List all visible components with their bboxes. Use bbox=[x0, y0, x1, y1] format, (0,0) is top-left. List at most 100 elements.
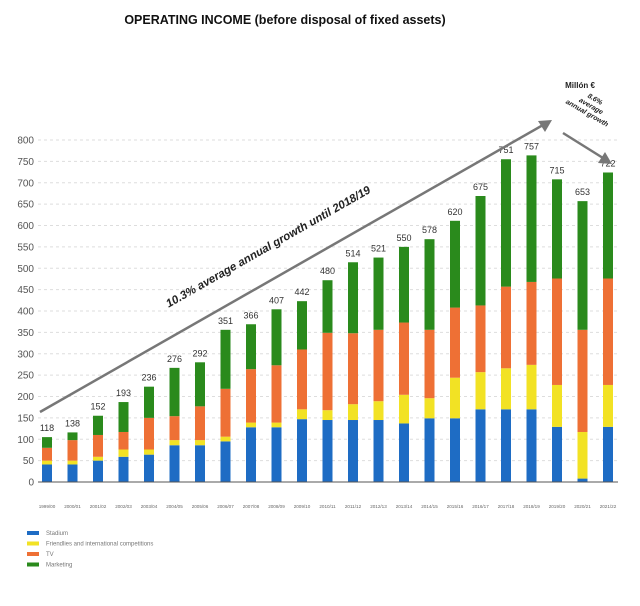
bar-segment-tv bbox=[501, 286, 511, 369]
legend: Stadium Friendlies and international comp… bbox=[27, 531, 153, 569]
bar-segment-stadium bbox=[67, 464, 78, 482]
x-tick-label: 2020/21 bbox=[574, 504, 591, 509]
total-label: 152 bbox=[90, 402, 105, 412]
total-label: 578 bbox=[422, 225, 437, 235]
total-label: 751 bbox=[498, 145, 513, 155]
bar-segment-marketing bbox=[603, 172, 613, 279]
y-tick-label: 50 bbox=[23, 456, 35, 467]
bar-segment-stadium bbox=[322, 420, 333, 482]
bar-segment-friendlies bbox=[577, 431, 588, 479]
y-tick-label: 250 bbox=[17, 371, 34, 382]
bar-segment-marketing bbox=[195, 362, 205, 407]
total-label: 514 bbox=[345, 248, 360, 258]
total-label: 351 bbox=[218, 316, 233, 326]
bar-segment-marketing bbox=[144, 386, 154, 418]
bar-segment-marketing bbox=[93, 415, 103, 435]
total-label: 366 bbox=[243, 310, 258, 320]
y-tick-label: 650 bbox=[17, 200, 34, 211]
bar-segment-tv bbox=[399, 322, 409, 395]
bar-segment-tv bbox=[246, 369, 256, 423]
y-tick-label: 200 bbox=[17, 392, 34, 403]
bar-segment-friendlies bbox=[322, 410, 333, 421]
bar-segment-marketing bbox=[475, 196, 486, 306]
x-tick-label: 2002/03 bbox=[115, 504, 132, 509]
bar-segment-tv bbox=[220, 388, 231, 437]
bar-segment-tv bbox=[195, 406, 205, 441]
total-label: 442 bbox=[294, 287, 309, 297]
bar-segment-marketing bbox=[424, 239, 435, 330]
y-tick-label: 150 bbox=[17, 413, 34, 424]
x-tick-label: 2001/02 bbox=[90, 504, 107, 509]
bar-segment-stadium bbox=[169, 445, 180, 482]
bar-segment-tv bbox=[373, 329, 384, 402]
bar-segment-friendlies bbox=[271, 422, 282, 428]
y-tick-label: 500 bbox=[17, 264, 34, 275]
bar-segment-friendlies bbox=[246, 422, 256, 428]
bar-segment-stadium bbox=[42, 464, 52, 482]
legend-swatch bbox=[27, 531, 39, 535]
x-tick-label: 2019/20 bbox=[549, 504, 566, 509]
bar-segment-tv bbox=[450, 307, 460, 378]
bar-segment-stadium bbox=[195, 445, 205, 482]
bar-segment-stadium bbox=[603, 426, 613, 482]
bar-segment-marketing bbox=[526, 155, 537, 282]
x-tick-label: 2009/10 bbox=[294, 504, 311, 509]
bar-segment-marketing bbox=[118, 402, 129, 432]
bar-segment-stadium bbox=[552, 426, 562, 482]
legend-swatch bbox=[27, 541, 39, 546]
y-tick-label: 600 bbox=[17, 221, 34, 232]
x-tick-label: 2011/12 bbox=[345, 504, 362, 509]
bar-segment-stadium bbox=[144, 454, 154, 482]
bar-segment-marketing bbox=[348, 262, 358, 334]
bar-segment-friendlies bbox=[93, 456, 103, 461]
bars: 118 138 152 193 236 276 292 351 366 407 442 480 514 5… bbox=[40, 141, 616, 482]
total-label: 236 bbox=[141, 373, 156, 383]
growth-arrow-down bbox=[562, 131, 612, 164]
bar-segment-stadium bbox=[501, 409, 511, 482]
bar-segment-friendlies bbox=[42, 460, 52, 465]
y-tick-label: 550 bbox=[17, 242, 34, 253]
y-tick-label: 300 bbox=[17, 349, 34, 360]
unit-label: Millón € bbox=[565, 81, 595, 90]
x-tick-label: 2021/22 bbox=[600, 504, 617, 509]
bar-segment-tv bbox=[603, 278, 613, 385]
total-label: 757 bbox=[524, 141, 539, 151]
bar-segment-tv bbox=[67, 440, 78, 461]
bar-segment-friendlies bbox=[169, 440, 180, 446]
total-label: 715 bbox=[549, 165, 564, 175]
bar-segment-marketing bbox=[577, 201, 588, 330]
bar-segment-friendlies bbox=[501, 368, 511, 410]
bar-segment-tv bbox=[577, 329, 588, 432]
legend-swatch bbox=[27, 562, 39, 567]
bar-segment-stadium bbox=[373, 420, 384, 482]
bar-segment-friendlies bbox=[552, 384, 562, 427]
bar-segment-friendlies bbox=[118, 449, 129, 457]
legend-swatch bbox=[27, 552, 39, 556]
bar-segment-stadium bbox=[220, 441, 231, 482]
y-tick-label: 0 bbox=[28, 478, 34, 489]
x-axis-ticks: 1999/00 2000/01 2001/02 2002/03 2003/04 2004/… bbox=[39, 504, 617, 509]
x-tick-label: 1999/00 bbox=[39, 504, 56, 509]
bar-segment-tv bbox=[348, 333, 358, 405]
bar-segment-stadium bbox=[475, 409, 486, 482]
bar-segment-tv bbox=[475, 305, 486, 373]
bar-segment-stadium bbox=[348, 420, 358, 482]
x-tick-label: 2015/16 bbox=[447, 504, 464, 509]
bar-segment-friendlies bbox=[603, 384, 613, 427]
total-label: 653 bbox=[575, 187, 590, 197]
bar-segment-friendlies bbox=[424, 398, 435, 419]
bar-segment-marketing bbox=[450, 220, 460, 308]
bar-segment-stadium bbox=[424, 418, 435, 482]
bar-segment-stadium bbox=[399, 423, 409, 482]
bar-segment-stadium bbox=[271, 427, 282, 482]
total-label: 550 bbox=[396, 233, 411, 243]
bar-segment-friendlies bbox=[450, 377, 460, 419]
bar-segment-friendlies bbox=[526, 364, 537, 410]
total-label: 138 bbox=[65, 418, 80, 428]
y-tick-label: 100 bbox=[17, 435, 34, 446]
bar-segment-marketing bbox=[271, 309, 282, 366]
bar-segment-friendlies bbox=[144, 449, 154, 455]
total-label: 193 bbox=[116, 388, 131, 398]
legend-label: Stadium bbox=[46, 531, 68, 537]
bar-segment-friendlies bbox=[67, 460, 78, 465]
